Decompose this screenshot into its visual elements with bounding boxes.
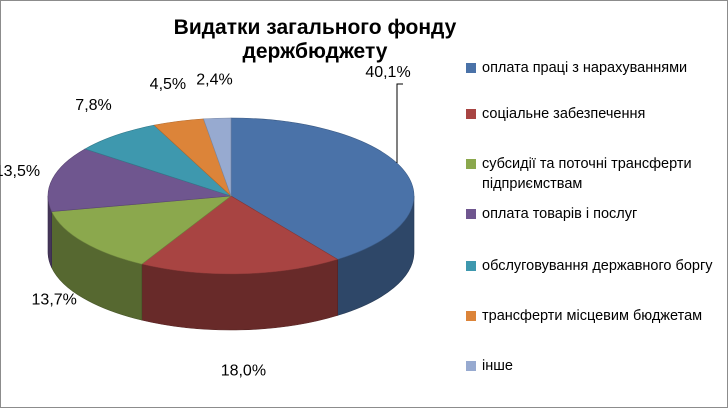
legend-label-2: субсидії та поточні трансферти підприємс… <box>482 156 692 192</box>
legend-label-4: обслуговування державного боргу <box>482 258 713 274</box>
value-label-0: 40,1% <box>365 64 410 81</box>
legend-label-0: оплата праці з нарахуваннями <box>482 60 688 76</box>
legend-swatch-0 <box>466 63 476 73</box>
pie-slice-6 <box>203 117 232 197</box>
value-label-5: 4,5% <box>150 76 186 93</box>
legend-item-4: обслуговування державного боргу <box>466 256 724 276</box>
legend-swatch-5 <box>466 311 476 321</box>
legend-label-5: трансферти місцевим бюджетам <box>482 308 703 324</box>
legend-swatch-3 <box>466 209 476 219</box>
legend-label-1: соціальне забезпечення <box>482 106 646 122</box>
leader-line-0 <box>396 83 403 163</box>
legend-swatch-2 <box>466 159 476 169</box>
pie-slice-3 <box>47 148 232 212</box>
value-label-3: 13,5% <box>0 163 40 180</box>
value-label-2: 13,7% <box>32 292 77 309</box>
pie-slice-1 <box>141 195 339 275</box>
legend-item-1: соціальне забезпечення <box>466 104 724 124</box>
legend-swatch-1 <box>466 109 476 119</box>
pie-slice-0 <box>230 117 415 260</box>
value-label-1: 18,0% <box>221 363 266 380</box>
legend-swatch-4 <box>466 261 476 271</box>
legend-item-6: інше <box>466 356 724 376</box>
legend-item-5: трансферти місцевим бюджетам <box>466 306 724 326</box>
legend-label-6: інше <box>482 358 513 374</box>
pie-slice-2 <box>51 195 233 265</box>
legend-item-2: субсидії та поточні трансферти підприємс… <box>466 154 724 194</box>
legend-swatch-6 <box>466 361 476 371</box>
legend: оплата праці з нарахуваннями соціальне з… <box>466 52 724 382</box>
value-label-4: 7,8% <box>75 97 111 114</box>
chart-title: Видатки загального фонду держбюджету <box>173 16 457 63</box>
legend-item-3: оплата товарів і послуг <box>466 204 724 224</box>
legend-item-0: оплата праці з нарахуваннями <box>466 58 724 78</box>
legend-label-3: оплата товарів і послуг <box>482 206 638 222</box>
value-label-6: 2,4% <box>196 71 232 88</box>
